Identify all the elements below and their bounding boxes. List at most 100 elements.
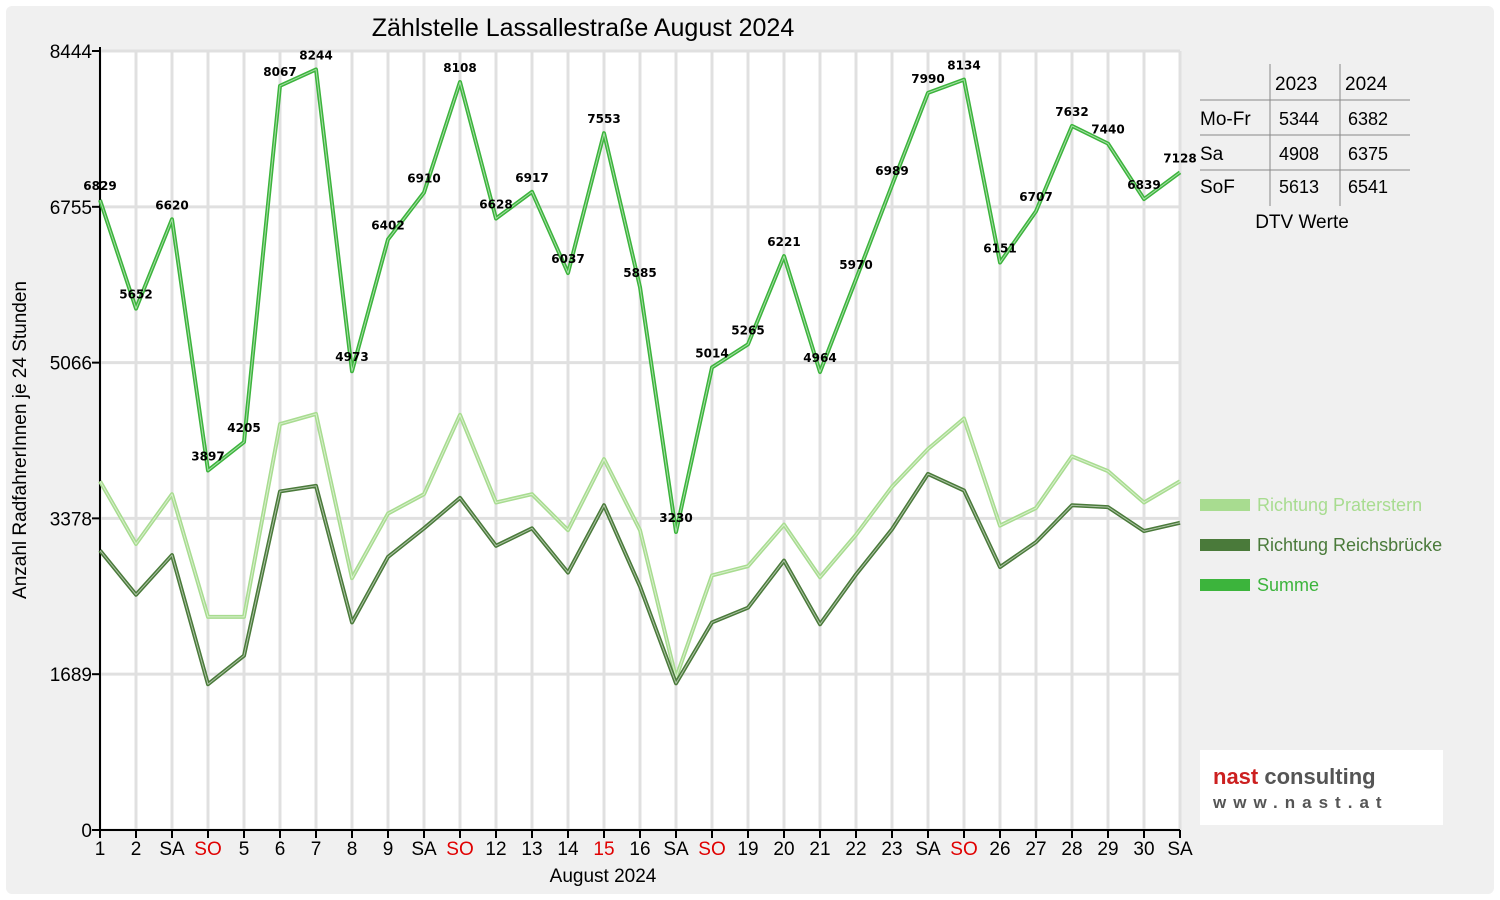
data-label: 7990 <box>911 72 944 86</box>
data-label: 6839 <box>1127 178 1160 192</box>
x-tick-label: 5 <box>239 839 250 860</box>
x-tick-label: 13 <box>521 839 542 860</box>
x-tick-label: 16 <box>629 839 650 860</box>
x-tick-label: SA <box>411 839 437 860</box>
dtv-cell: 5613 <box>1279 177 1319 197</box>
data-label: 7440 <box>1091 123 1124 137</box>
chart-title: Zählstelle Lassallestraße August 2024 <box>372 14 795 42</box>
dtv-cell: 6541 <box>1348 177 1388 197</box>
logo-brand-nast: nast <box>1213 764 1259 789</box>
x-tick-label: 12 <box>485 839 506 860</box>
data-label: 6151 <box>983 242 1016 256</box>
data-label: 6707 <box>1019 190 1052 204</box>
data-label: 8244 <box>299 48 332 62</box>
logo-background <box>1200 750 1443 825</box>
dtv-cell: 4908 <box>1279 144 1319 164</box>
x-tick-label: SO <box>446 839 473 860</box>
legend-swatch <box>1200 539 1250 551</box>
x-axis-ticks: 1 2 SA SO 5 6 7 8 9 SA SO 12 13 14 15 16 SA SO 19 20 21 22 23 S… <box>95 830 1193 860</box>
data-label: 6402 <box>371 218 404 232</box>
x-tick-label: 26 <box>989 839 1010 860</box>
data-label: 6829 <box>83 179 116 193</box>
data-label: 6910 <box>407 172 440 186</box>
nast-logo: nast consulting www.nast.at <box>1200 750 1443 825</box>
data-label: 3897 <box>191 449 224 463</box>
y-tick-label: 1689 <box>50 665 92 686</box>
data-label: 6917 <box>515 171 548 185</box>
x-tick-label: 15 <box>593 839 614 860</box>
dtv-table: 2023 2024 Mo-Fr 5344 6382 Sa 4908 6375 S… <box>1200 64 1410 233</box>
series-line-highlight <box>99 68 1181 533</box>
legend-swatch <box>1200 499 1250 511</box>
legend-label: Summe <box>1257 575 1319 595</box>
x-tick-label: 19 <box>737 839 758 860</box>
data-label: 4205 <box>227 421 260 435</box>
dtv-row-label: SoF <box>1200 177 1235 198</box>
legend-swatch <box>1200 579 1250 591</box>
series-lines <box>98 67 1182 687</box>
x-tick-label: 8 <box>347 839 358 860</box>
x-tick-label: SA <box>663 839 689 860</box>
x-tick-label: SO <box>950 839 977 860</box>
data-label: 6989 <box>875 164 908 178</box>
x-tick-label: SO <box>698 839 725 860</box>
data-label: 4973 <box>335 350 368 364</box>
data-label: 5885 <box>623 266 656 280</box>
x-tick-label: 7 <box>311 839 322 860</box>
x-tick-label: 23 <box>881 839 902 860</box>
series-line-highlight <box>99 473 1181 685</box>
data-label: 5265 <box>731 323 764 337</box>
logo-brand-consulting: consulting <box>1264 764 1375 789</box>
y-tick-label: 5066 <box>50 354 92 375</box>
y-tick-label: 8444 <box>50 42 93 63</box>
x-tick-label: 22 <box>845 839 866 860</box>
x-tick-label: 29 <box>1097 839 1118 860</box>
dtv-header-2023: 2023 <box>1275 74 1317 95</box>
data-label: 6628 <box>479 198 512 212</box>
data-label: 5970 <box>839 258 872 272</box>
data-label: 7553 <box>587 112 620 126</box>
x-tick-label: 28 <box>1061 839 1082 860</box>
x-tick-label: 20 <box>773 839 794 860</box>
dtv-row-label: Sa <box>1200 144 1224 165</box>
data-label: 6037 <box>551 252 584 266</box>
data-label: 5014 <box>695 346 728 360</box>
data-label: 8067 <box>263 65 296 79</box>
data-label: 4964 <box>803 351 836 365</box>
y-axis-ticks: 0 1689 3378 5066 6755 8444 <box>50 42 100 842</box>
dtv-header-2024: 2024 <box>1345 74 1388 95</box>
data-label: 8134 <box>947 59 980 73</box>
dtv-cell: 6382 <box>1348 109 1388 129</box>
x-tick-label: SO <box>194 839 221 860</box>
x-tick-label: 1 <box>95 839 106 860</box>
data-label: 5652 <box>119 288 152 302</box>
x-tick-label: SA <box>915 839 941 860</box>
y-axis-title: Anzahl RadfahrerInnen je 24 Stunden <box>10 281 31 599</box>
x-tick-label: SA <box>159 839 185 860</box>
x-tick-label: 27 <box>1025 839 1046 860</box>
x-tick-label: 21 <box>809 839 830 860</box>
x-tick-label: 30 <box>1133 839 1154 860</box>
data-label: 3230 <box>659 511 692 525</box>
x-axis-title: August 2024 <box>550 866 657 887</box>
data-label: 8108 <box>443 61 476 75</box>
y-tick-label: 0 <box>81 821 92 842</box>
y-tick-label: 6755 <box>50 198 92 219</box>
legend-label: Richtung Praterstern <box>1257 495 1422 515</box>
data-label: 6221 <box>767 235 800 249</box>
series-line-highlight <box>99 413 1181 679</box>
legend: Richtung Praterstern Richtung Reichsbrück… <box>1200 495 1442 595</box>
x-tick-label: 6 <box>275 839 286 860</box>
dtv-cell: 5344 <box>1279 109 1319 129</box>
legend-label: Richtung Reichsbrücke <box>1257 535 1442 555</box>
data-label: 7128 <box>1163 151 1196 165</box>
x-tick-label: 2 <box>131 839 142 860</box>
data-label: 7632 <box>1055 105 1088 119</box>
x-tick-label: 9 <box>383 839 394 860</box>
y-tick-label: 3378 <box>50 509 92 530</box>
logo-url: www.nast.at <box>1212 793 1389 812</box>
dtv-cell: 6375 <box>1348 144 1388 164</box>
x-tick-label: SA <box>1167 839 1193 860</box>
